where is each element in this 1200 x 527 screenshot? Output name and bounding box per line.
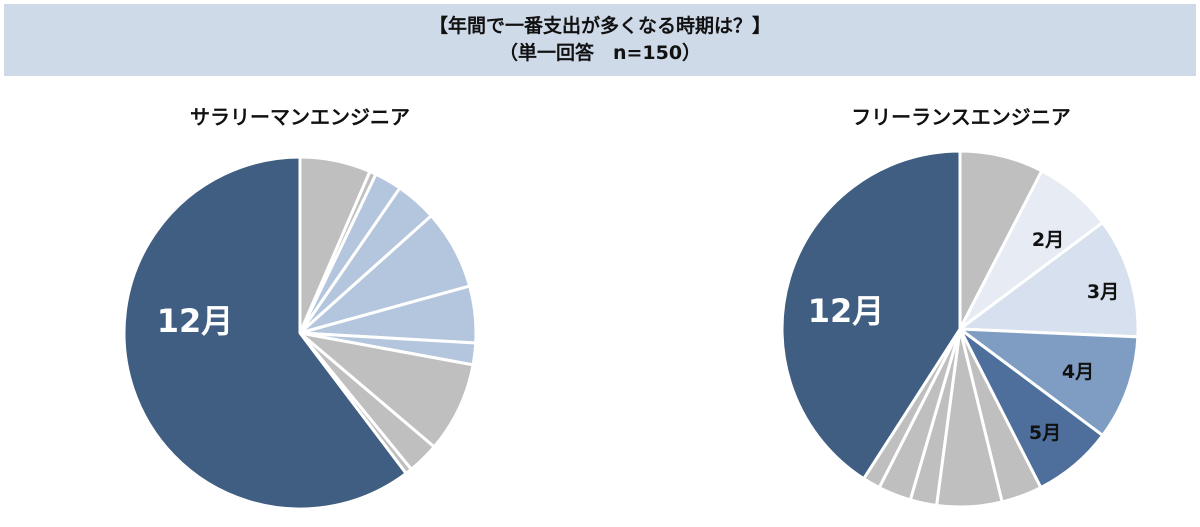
chart-header: 【年間で一番支出が多くなる時期は？】 （単一回答 n=150） [4,4,1196,76]
freelance-slice-label-4: 4月 [1062,361,1094,383]
salaried-slice-label-11: 12月 [157,302,234,340]
header-sample-info: （単一回答 n=150） [498,42,702,64]
salaried-pie-slice-11 [122,155,408,511]
freelance-pie-slice-3 [958,221,1140,339]
freelance-slice-label-11: 12月 [808,292,885,330]
header-question: 【年間で一番支出が多くなる時期は？】 [428,15,771,37]
freelance-pie-chart: 2月 3月 4月 5月 12月 [780,149,1140,509]
salaried-pie-chart: 12月 [122,155,478,511]
freelance-pie-slice-4 [958,327,1140,437]
freelance-chart-title: フリーランスエンジニア [851,105,1071,129]
freelance-slice-label-5: 5月 [1029,422,1061,444]
freelance-slice-label-3: 3月 [1087,281,1119,303]
salaried-chart-title: サラリーマンエンジニア [190,105,410,129]
salaried-pie-slice-8 [298,331,475,449]
freelance-slice-label-2: 2月 [1032,229,1064,251]
freelance-pie-slice-11 [780,149,962,481]
